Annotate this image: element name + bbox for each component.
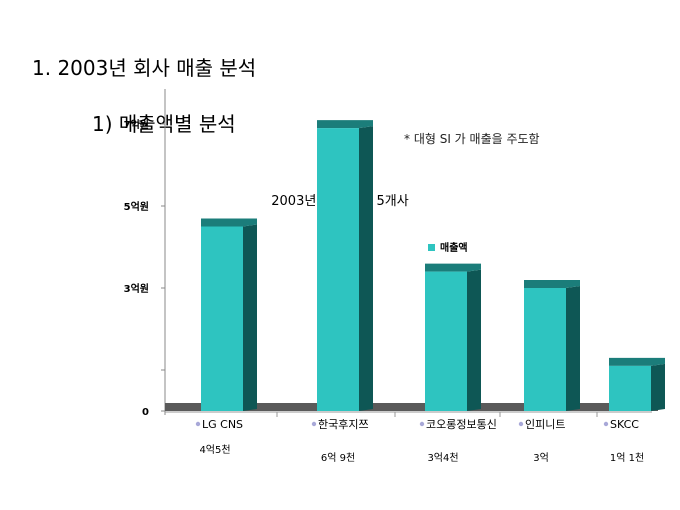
x-category-label: 코오롱정보통신 [426, 418, 497, 431]
bar [425, 271, 467, 411]
bar-side [243, 224, 257, 411]
value-label: 3억 [533, 453, 549, 464]
bar-top [524, 280, 580, 288]
x-category-label: SKCC [610, 418, 639, 431]
bar-side [467, 269, 481, 411]
value-label: 4억5천 [199, 445, 231, 456]
bar-top [317, 120, 373, 129]
x-category-label: 인피니트 [525, 418, 565, 431]
y-tick-label: 5억원 [124, 200, 149, 213]
bar-top [425, 263, 481, 272]
chart-floor [165, 403, 658, 411]
legend-swatch [428, 244, 435, 251]
bar-top [201, 218, 257, 227]
y-tick-label: 7억원 [124, 118, 149, 131]
bar-side [566, 286, 580, 411]
value-label: 3억4천 [427, 453, 459, 464]
y-tick-label: 0 [142, 407, 149, 418]
bar [609, 365, 651, 411]
category-bullet [311, 421, 317, 427]
bar-side [651, 363, 665, 411]
category-bullet [518, 421, 524, 427]
slide-note: * 대형 SI 가 매출을 주도함 [404, 132, 540, 146]
y-tick-label: 3억원 [124, 282, 149, 295]
slide-heading: 1. 2003년 회사 매출 분석 [32, 56, 257, 80]
value-label: 6억 9천 [320, 453, 356, 464]
category-bullet [195, 421, 201, 427]
value-label: 1억 1천 [609, 453, 645, 464]
bar-top [609, 357, 665, 366]
category-bullet [419, 421, 425, 427]
category-bullet [603, 421, 609, 427]
bar [524, 288, 566, 411]
bar [201, 226, 243, 411]
bar-side [359, 126, 373, 411]
x-category-label: LG CNS [202, 418, 243, 431]
x-category-label: 한국후지쯔 [318, 418, 369, 431]
bar [317, 128, 359, 411]
legend-label: 매출액 [440, 241, 468, 254]
